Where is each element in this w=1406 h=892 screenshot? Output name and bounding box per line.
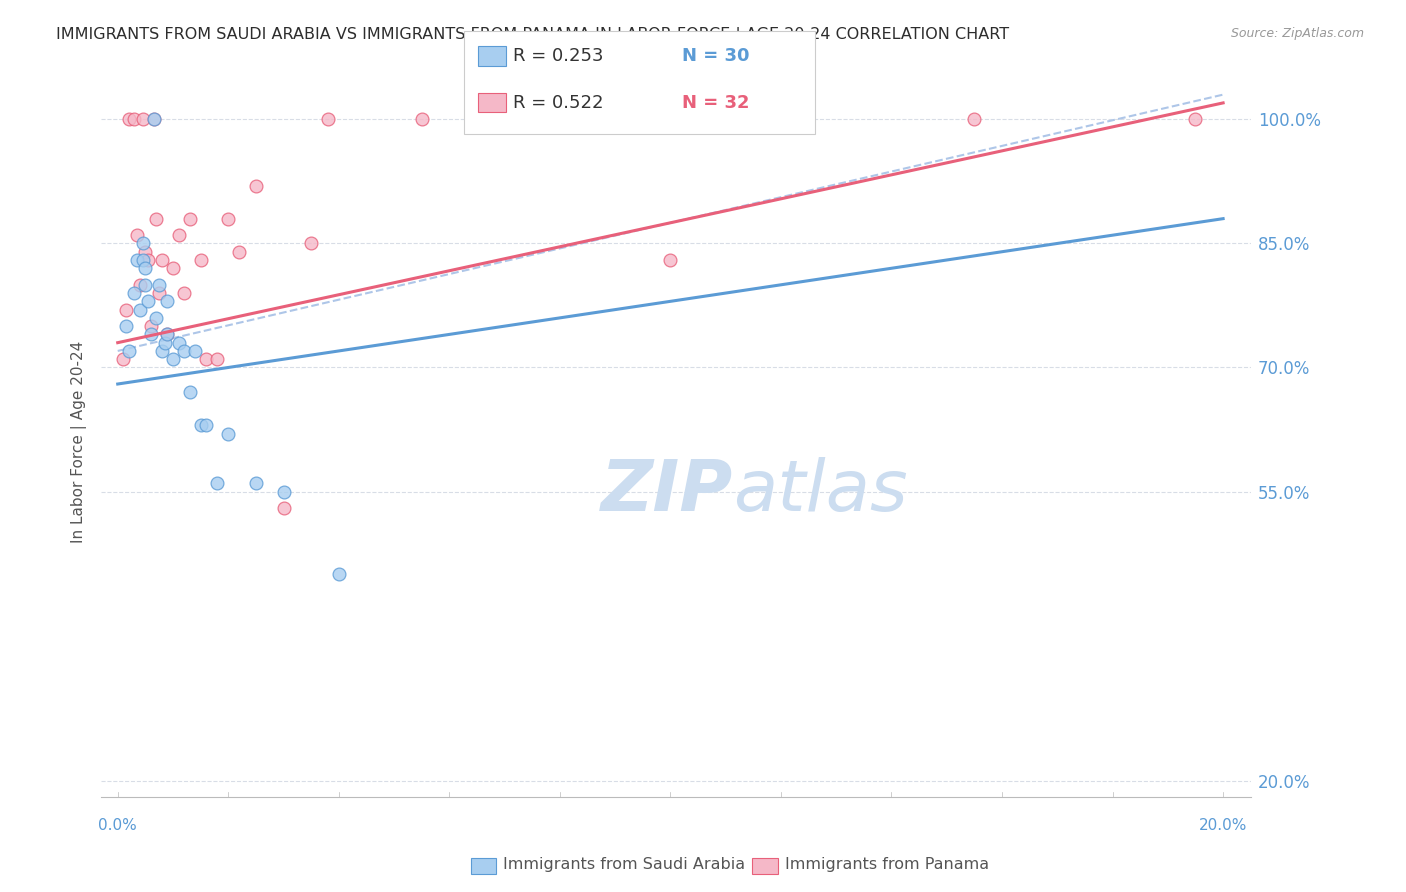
Point bbox=[124, 286, 146, 301]
Text: Immigrants from Saudi Arabia: Immigrants from Saudi Arabia bbox=[503, 857, 745, 871]
Point bbox=[173, 343, 195, 358]
Point bbox=[205, 352, 228, 367]
Point bbox=[115, 319, 138, 334]
Point bbox=[124, 112, 146, 127]
Point bbox=[299, 236, 322, 251]
Point bbox=[328, 567, 350, 582]
Point bbox=[1184, 112, 1206, 127]
Point bbox=[115, 302, 138, 317]
Point bbox=[150, 343, 173, 358]
Point bbox=[245, 178, 267, 193]
Point bbox=[128, 277, 150, 292]
Point bbox=[112, 352, 135, 367]
Point bbox=[179, 211, 201, 226]
Point bbox=[195, 352, 218, 367]
Point bbox=[131, 252, 153, 267]
Text: R = 0.522: R = 0.522 bbox=[513, 94, 603, 112]
Text: N = 30: N = 30 bbox=[682, 47, 749, 65]
Point bbox=[167, 228, 190, 243]
Point bbox=[205, 476, 228, 491]
Point bbox=[179, 385, 201, 400]
Point bbox=[145, 211, 167, 226]
Text: R = 0.253: R = 0.253 bbox=[513, 47, 603, 65]
Point bbox=[131, 112, 153, 127]
Point bbox=[125, 252, 148, 267]
Point bbox=[136, 294, 159, 309]
Point bbox=[118, 343, 141, 358]
Text: 0.0%: 0.0% bbox=[98, 818, 138, 833]
Text: ZIP: ZIP bbox=[602, 458, 734, 526]
Point bbox=[139, 319, 162, 334]
Point bbox=[134, 261, 156, 276]
Point bbox=[190, 252, 212, 267]
Point bbox=[316, 112, 339, 127]
Point bbox=[963, 112, 986, 127]
Point bbox=[173, 286, 195, 301]
Point bbox=[142, 112, 165, 127]
Point bbox=[195, 418, 218, 433]
Point bbox=[162, 352, 184, 367]
Point bbox=[148, 286, 170, 301]
Point bbox=[153, 335, 176, 350]
Point bbox=[156, 327, 179, 342]
Point bbox=[273, 484, 295, 499]
Point bbox=[142, 112, 165, 127]
Point bbox=[217, 211, 239, 226]
Point bbox=[148, 277, 170, 292]
Point bbox=[156, 294, 179, 309]
Point bbox=[134, 244, 156, 259]
Point bbox=[156, 327, 179, 342]
Point bbox=[125, 228, 148, 243]
Point bbox=[128, 302, 150, 317]
Point bbox=[273, 501, 295, 516]
Point bbox=[217, 426, 239, 441]
Text: 20.0%: 20.0% bbox=[1199, 818, 1247, 833]
Text: Source: ZipAtlas.com: Source: ZipAtlas.com bbox=[1230, 27, 1364, 40]
Point bbox=[145, 310, 167, 325]
Point bbox=[245, 476, 267, 491]
Text: atlas: atlas bbox=[734, 458, 908, 526]
Point bbox=[228, 244, 250, 259]
Text: Immigrants from Panama: Immigrants from Panama bbox=[785, 857, 988, 871]
Point bbox=[162, 261, 184, 276]
Point bbox=[659, 252, 682, 267]
Point bbox=[136, 252, 159, 267]
Point bbox=[184, 343, 207, 358]
Point bbox=[167, 335, 190, 350]
Point bbox=[411, 112, 433, 127]
Text: IMMIGRANTS FROM SAUDI ARABIA VS IMMIGRANTS FROM PANAMA IN LABOR FORCE | AGE 20-2: IMMIGRANTS FROM SAUDI ARABIA VS IMMIGRAN… bbox=[56, 27, 1010, 43]
Point bbox=[118, 112, 141, 127]
Point bbox=[139, 327, 162, 342]
Point bbox=[150, 252, 173, 267]
Point bbox=[131, 236, 153, 251]
Point bbox=[190, 418, 212, 433]
Point bbox=[134, 277, 156, 292]
Y-axis label: In Labor Force | Age 20-24: In Labor Force | Age 20-24 bbox=[72, 341, 87, 543]
Text: N = 32: N = 32 bbox=[682, 94, 749, 112]
